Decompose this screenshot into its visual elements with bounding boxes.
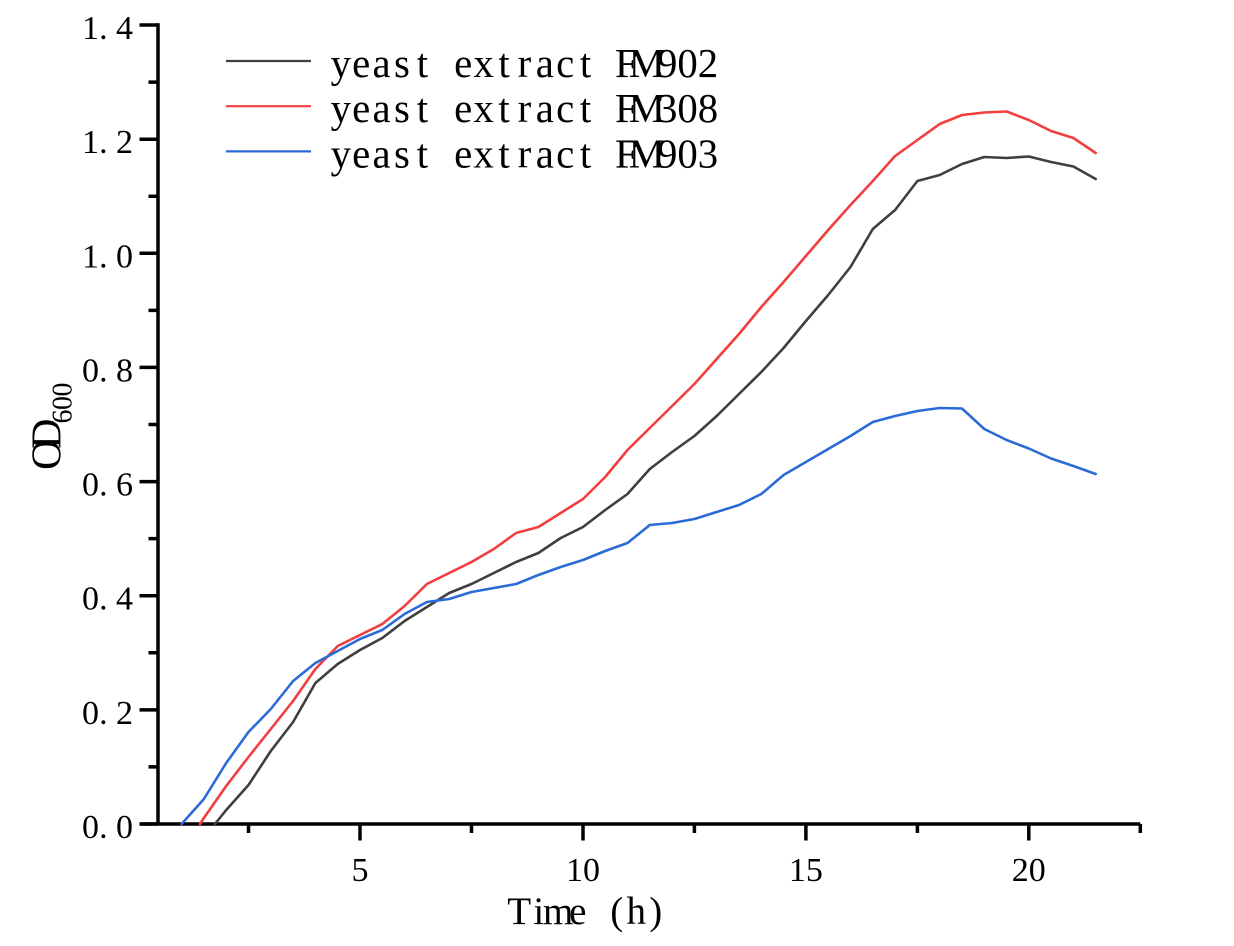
svg-text:0.0: 0. 0 bbox=[82, 809, 133, 846]
svg-text:5: 5 bbox=[352, 852, 369, 889]
svg-text:0.6: 0. 6 bbox=[82, 467, 133, 504]
svg-text:1.2: 1. 2 bbox=[82, 124, 133, 161]
svg-text:0.8: 0. 8 bbox=[82, 352, 133, 389]
svg-text:1.4: 1. 4 bbox=[82, 10, 133, 47]
svg-text:20: 20 bbox=[1012, 852, 1046, 889]
svg-text:0.4: 0. 4 bbox=[82, 581, 133, 618]
svg-text:Time(h): Time (h) bbox=[507, 890, 662, 933]
svg-text:OD600: OD600 bbox=[25, 383, 79, 470]
svg-text:0.2: 0. 2 bbox=[82, 695, 133, 732]
svg-text:10: 10 bbox=[566, 852, 600, 889]
svg-text:1.0: 1. 0 bbox=[82, 238, 133, 275]
svg-text:15: 15 bbox=[789, 852, 823, 889]
